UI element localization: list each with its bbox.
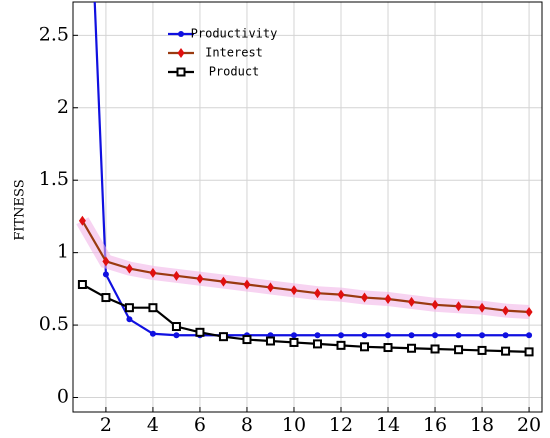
point — [454, 345, 464, 355]
x-tick-label: 6 — [194, 414, 206, 436]
y-tick-label: 0.5 — [39, 313, 69, 335]
point — [313, 288, 321, 299]
point — [290, 285, 298, 296]
x-tick-label: 20 — [517, 414, 541, 436]
point — [384, 293, 392, 304]
plot-frame — [72, 1, 543, 413]
point — [101, 293, 111, 303]
point — [314, 332, 321, 339]
point — [455, 301, 463, 312]
plot-area — [76, 2, 534, 357]
point — [148, 303, 158, 313]
series-band — [76, 217, 530, 320]
point — [455, 332, 462, 339]
point — [361, 292, 369, 303]
y-tick-label: 2 — [57, 96, 69, 118]
point — [242, 335, 252, 345]
point — [178, 31, 184, 37]
point — [149, 330, 156, 337]
point — [524, 347, 534, 357]
series-line — [81, 220, 530, 314]
point — [502, 305, 510, 316]
point — [431, 299, 439, 310]
point — [124, 303, 134, 313]
point — [361, 332, 368, 339]
point — [477, 345, 487, 355]
point — [102, 271, 109, 278]
point — [78, 215, 86, 226]
point — [338, 332, 344, 339]
point — [408, 296, 416, 307]
point — [243, 279, 251, 290]
point — [102, 256, 110, 267]
point — [407, 343, 417, 353]
x-tick-label: 16 — [423, 414, 447, 436]
point — [126, 316, 133, 323]
point — [479, 332, 486, 339]
legend-label: Interest — [205, 46, 263, 60]
legend-label: Product — [209, 65, 260, 79]
point — [336, 340, 346, 350]
point — [525, 307, 533, 318]
point — [265, 336, 275, 346]
point — [173, 332, 180, 339]
point — [77, 280, 87, 290]
legend-label: Productivity — [191, 27, 278, 41]
point — [266, 282, 274, 293]
y-tick-label: 2.5 — [39, 23, 69, 45]
y-tick-label: 1 — [57, 241, 69, 263]
point — [195, 327, 205, 337]
point — [432, 332, 439, 339]
point — [176, 67, 186, 77]
point — [360, 342, 370, 352]
point — [502, 332, 509, 339]
point — [526, 332, 533, 339]
y-axis-label: FITNESS — [13, 179, 28, 240]
point — [177, 48, 185, 58]
point — [430, 344, 440, 354]
point — [478, 302, 486, 313]
x-tick-label: 8 — [241, 414, 253, 436]
x-tick-label: 14 — [376, 414, 400, 436]
point — [501, 346, 511, 356]
point — [385, 332, 392, 339]
point — [149, 267, 157, 278]
point — [289, 337, 299, 347]
point — [290, 332, 297, 339]
x-tick-label: 2 — [100, 414, 112, 436]
y-tick-label: 1.5 — [39, 168, 69, 190]
point — [125, 263, 133, 274]
y-tick-label: 0 — [57, 386, 69, 408]
point — [196, 273, 204, 284]
x-tick-label: 18 — [470, 414, 494, 436]
point — [171, 322, 181, 332]
series-line — [93, 2, 530, 337]
point — [383, 343, 393, 353]
x-tick-label: 12 — [329, 414, 353, 436]
x-tick-label: 10 — [282, 414, 306, 436]
point — [218, 332, 228, 342]
point — [337, 289, 345, 300]
point — [219, 276, 227, 287]
point — [172, 270, 180, 281]
point — [312, 339, 322, 349]
x-tick-label: 4 — [147, 414, 159, 436]
point — [408, 332, 415, 339]
